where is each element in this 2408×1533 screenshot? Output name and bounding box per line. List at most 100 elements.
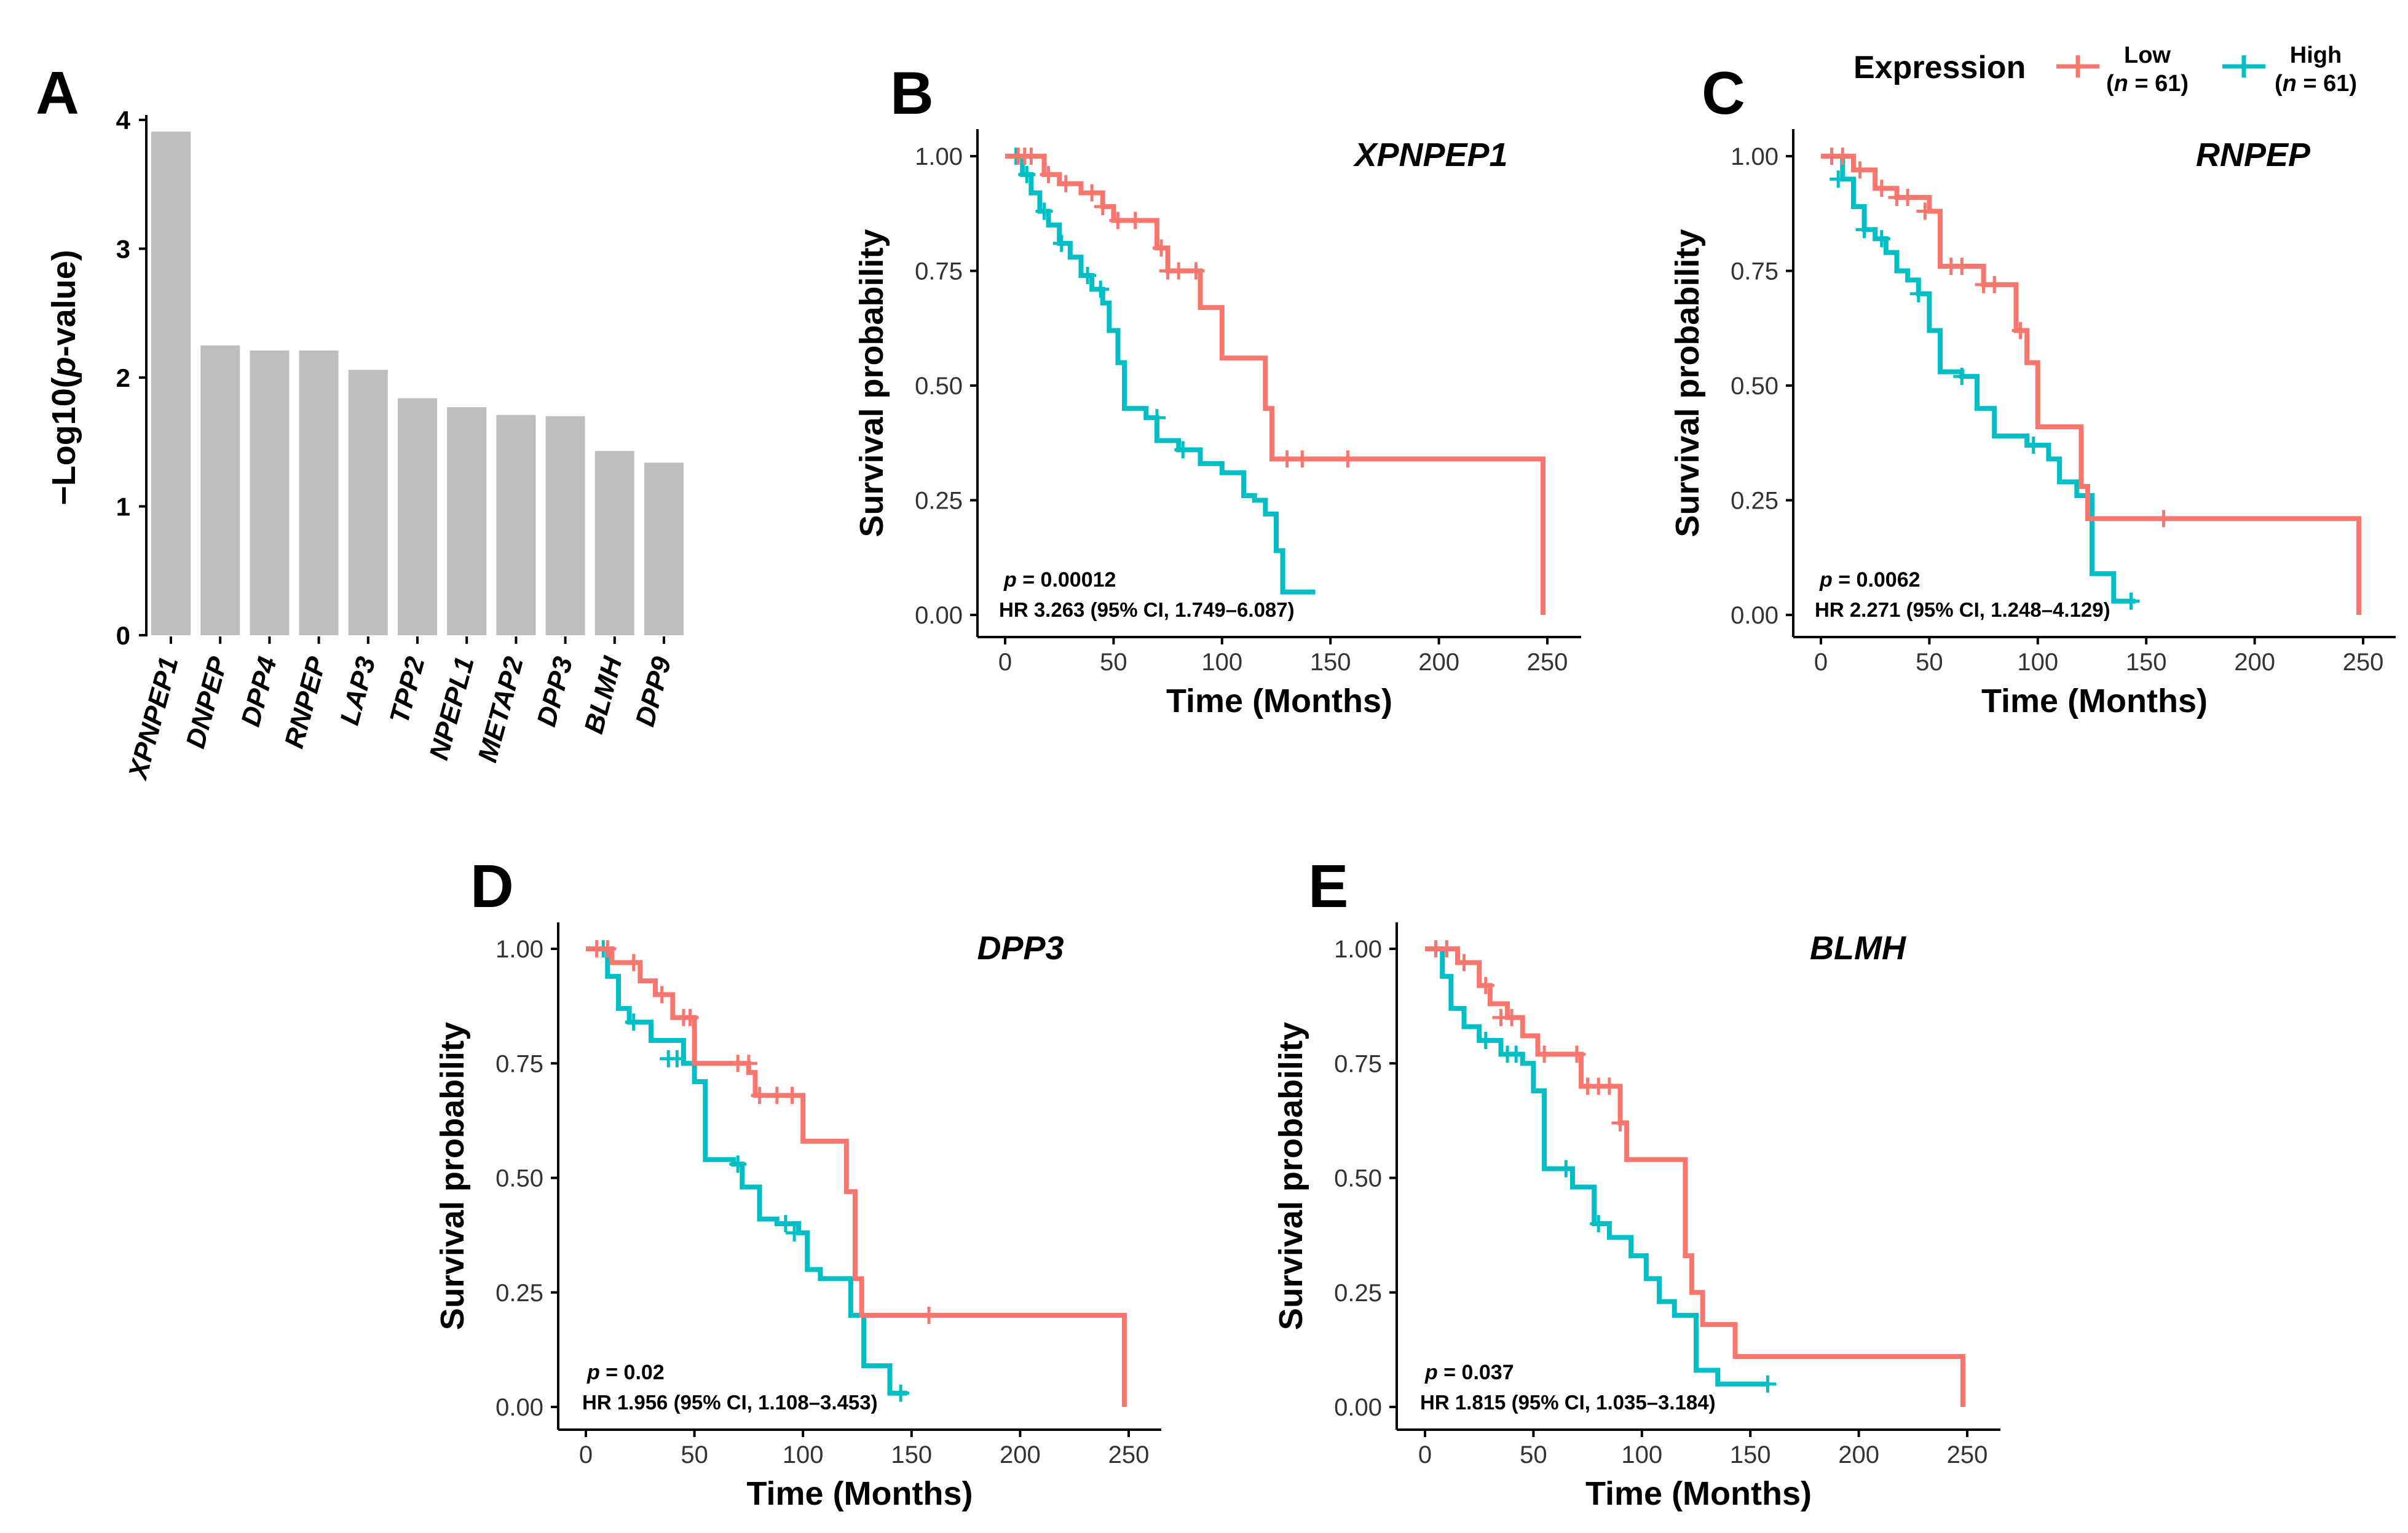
censor-mark-high [1507, 1045, 1525, 1063]
censor-mark-high [1855, 221, 1873, 239]
censor-mark-low [1094, 198, 1111, 216]
panel-label-c: C [1702, 59, 1745, 127]
censor-mark-high [1052, 234, 1070, 252]
censor-mark-low [1986, 275, 2003, 293]
censor-mark-low [751, 1087, 768, 1104]
panel-label-d: D [470, 852, 514, 920]
legend-title: Expression [1853, 50, 2026, 85]
gene-title: BLMH [1810, 930, 1906, 967]
censor-mark-low [1187, 262, 1205, 280]
censor-mark-high [729, 1155, 747, 1173]
x-tick-label: 200 [1418, 649, 1459, 676]
p-value-text: p = 0.00012 [1003, 568, 1116, 592]
x-tick-label: 50 [1100, 649, 1127, 676]
censor-mark-high [1477, 1032, 1494, 1049]
censor-mark-low [599, 940, 617, 957]
y-tick-label: 0.50 [495, 1165, 543, 1192]
x-tick-label: 0 [579, 1441, 593, 1468]
y-tick-label: 0.75 [1731, 258, 1778, 285]
bar [200, 345, 240, 635]
censor-mark-high [1759, 1375, 1777, 1393]
survival-curve-high [1425, 946, 1768, 1387]
y-tick-label: 0.25 [915, 488, 963, 515]
y-tick-label: 0.00 [1334, 1394, 1382, 1421]
p-value-text: p = 0.037 [1424, 1361, 1514, 1384]
y-tick-label: 0.00 [1731, 602, 1778, 629]
y-tick-label: 0.00 [495, 1394, 543, 1421]
x-tick-label: 50 [681, 1441, 708, 1468]
censor-mark-high [668, 1050, 686, 1068]
survival-curve-high [586, 946, 907, 1396]
x-tick-label: 150 [891, 1441, 932, 1468]
y-tick-label: 1 [116, 493, 130, 521]
bar [151, 131, 191, 636]
y-tick-label: 0.25 [1731, 488, 1778, 515]
y-axis-title: Survival probability [853, 229, 890, 537]
censor-mark-high [625, 1013, 642, 1031]
censor-mark-low [1126, 212, 1144, 229]
x-tick-label: 50 [1520, 1441, 1547, 1468]
gene-title: DPP3 [977, 930, 1064, 967]
x-tick-label: 150 [1730, 1441, 1771, 1468]
y-axis-title: Survival probability [434, 1022, 471, 1330]
censor-mark-high [1557, 1160, 1575, 1178]
panel-label-a: A [36, 59, 79, 127]
y-tick-label: 1.00 [915, 143, 963, 170]
y-tick-label: 0.00 [915, 602, 963, 629]
bar [299, 351, 339, 635]
y-tick-label: 0.75 [1334, 1050, 1382, 1077]
y-tick-label: 0.50 [1334, 1165, 1382, 1192]
censor-mark-low [1040, 165, 1057, 183]
censor-mark-low [1455, 954, 1473, 972]
censor-mark-low [1536, 1045, 1553, 1063]
censor-mark-low [2155, 510, 2173, 528]
y-tick-label: 0.50 [1731, 373, 1778, 400]
bar [398, 398, 437, 635]
legend-high-label: High [2290, 42, 2342, 68]
y-tick-label: 2 [116, 363, 130, 392]
censor-mark-low [681, 1008, 699, 1026]
km-plot-panel-d: 0 50 100 150 200 250 0.00 0.25 0.50 0.75 1.00 Time … [434, 922, 1161, 1512]
survival-curve-low [586, 946, 1127, 1407]
censor-mark-low [1834, 148, 1852, 165]
censor-mark-high [1092, 280, 1110, 298]
censor-mark-low [1057, 175, 1075, 192]
gene-title: XPNPEP1 [1352, 137, 1507, 173]
censor-mark-low [783, 1087, 801, 1104]
censor-mark-low [740, 1055, 757, 1072]
x-tick-label: 200 [1838, 1441, 1879, 1468]
y-tick-label: 0.75 [495, 1050, 543, 1077]
x-tick-label: 150 [1310, 649, 1351, 676]
censor-mark-low [1022, 148, 1040, 165]
y-tick-label: 0.25 [495, 1280, 543, 1307]
bar [644, 462, 684, 635]
censor-mark-high [1174, 441, 1192, 459]
censor-mark-high [1590, 1215, 1608, 1232]
legend-key-high [2222, 55, 2265, 77]
censor-mark-high [1079, 266, 1097, 284]
censor-mark-high [1018, 165, 1036, 183]
censor-mark-low [625, 954, 642, 972]
bar [250, 351, 290, 635]
x-tick-label: 100 [2017, 649, 2058, 676]
censor-mark-high [2122, 592, 2140, 610]
x-tick-label: 0 [998, 649, 1012, 676]
censor-mark-low [1153, 239, 1170, 257]
p-value-text: p = 0.0062 [1819, 568, 1920, 592]
y-axis-title: Survival probability [1669, 229, 1706, 537]
censor-mark-low [768, 1087, 786, 1104]
x-axis-title: Time (Months) [1585, 1475, 1812, 1512]
censor-mark-low [1503, 1008, 1521, 1026]
censor-mark-low [1170, 262, 1188, 280]
bar [594, 451, 634, 635]
bar [348, 370, 388, 635]
x-tick-label: 0 [1814, 649, 1828, 676]
hazard-ratio-text: HR 1.815 (95% CI, 1.035–3.184) [1420, 1391, 1716, 1414]
x-axis-title: Time (Months) [1166, 683, 1392, 719]
censor-mark-low [1339, 450, 1357, 468]
hazard-ratio-text: HR 2.271 (95% CI, 1.248–4.129) [1815, 598, 2110, 621]
km-plot-panel-c: 0 50 100 150 200 250 0.00 0.25 0.50 0.75 1.00 Time … [1669, 129, 2396, 719]
censor-mark-low [1278, 450, 1296, 468]
y-tick-label: 0 [116, 621, 130, 650]
